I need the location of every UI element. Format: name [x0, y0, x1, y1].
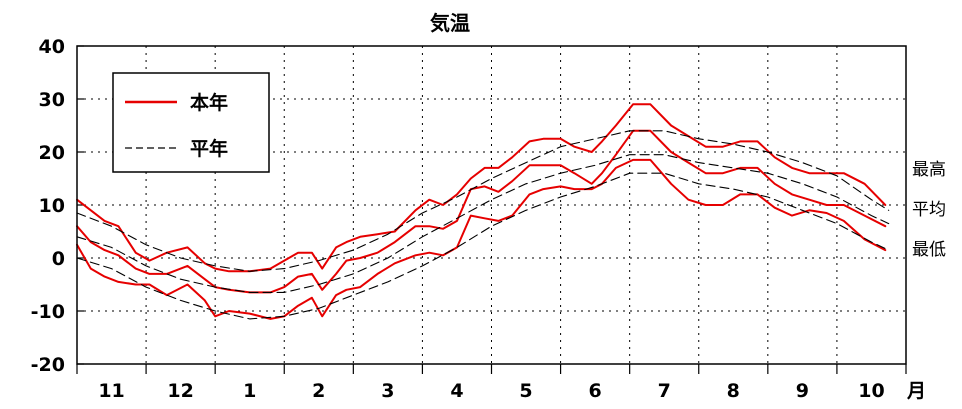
y-tick-label: 40	[39, 36, 65, 58]
x-axis-label: 月	[906, 380, 926, 402]
plot-frame	[76, 45, 907, 365]
x-axis-ticks: 11 12 1 2 3 4 5 6 7 8 9 10	[76, 364, 907, 402]
side-label-max: 最高	[912, 160, 946, 180]
x-tick-label: 9	[796, 380, 809, 402]
chart-title: 気温	[430, 11, 470, 35]
series-line-normal-3	[76, 130, 890, 272]
y-tick-label: 10	[39, 195, 65, 217]
y-tick-label: 30	[39, 89, 65, 111]
x-tick-label: 3	[381, 380, 394, 402]
x-tick-label: 5	[519, 380, 532, 402]
x-tick-label: 1	[243, 380, 256, 402]
x-tick-label: 4	[450, 380, 463, 402]
legend: 本年 平年	[112, 72, 270, 173]
series-line-current-1	[76, 129, 887, 294]
x-tick-label: 6	[589, 380, 602, 402]
y-tick-label: 20	[39, 142, 65, 164]
side-label-mean: 平均	[912, 200, 946, 220]
gridlines	[77, 46, 906, 364]
series-line-normal-4	[76, 154, 890, 293]
series-line-normal-5	[76, 172, 890, 320]
series-line-current-2	[76, 158, 887, 320]
x-tick-label: 12	[167, 380, 193, 402]
series-layer	[76, 103, 890, 320]
y-tick-label: -20	[31, 354, 65, 376]
x-tick-label: 11	[98, 380, 124, 402]
y-axis-ticks: 40 30 20 10 0 -10 -20	[31, 36, 84, 376]
series-line-current-0	[76, 103, 887, 273]
side-label-min: 最低	[912, 240, 946, 260]
x-tick-label: 2	[312, 380, 325, 402]
y-tick-label: -10	[31, 301, 65, 323]
legend-label-honnen: 本年	[190, 91, 228, 114]
y-tick-label: 0	[52, 248, 65, 270]
x-tick-label: 7	[658, 380, 671, 402]
x-tick-label: 10	[858, 380, 884, 402]
legend-label-heinen: 平年	[190, 137, 228, 160]
legend-box	[112, 72, 270, 173]
x-tick-label: 8	[727, 380, 740, 402]
